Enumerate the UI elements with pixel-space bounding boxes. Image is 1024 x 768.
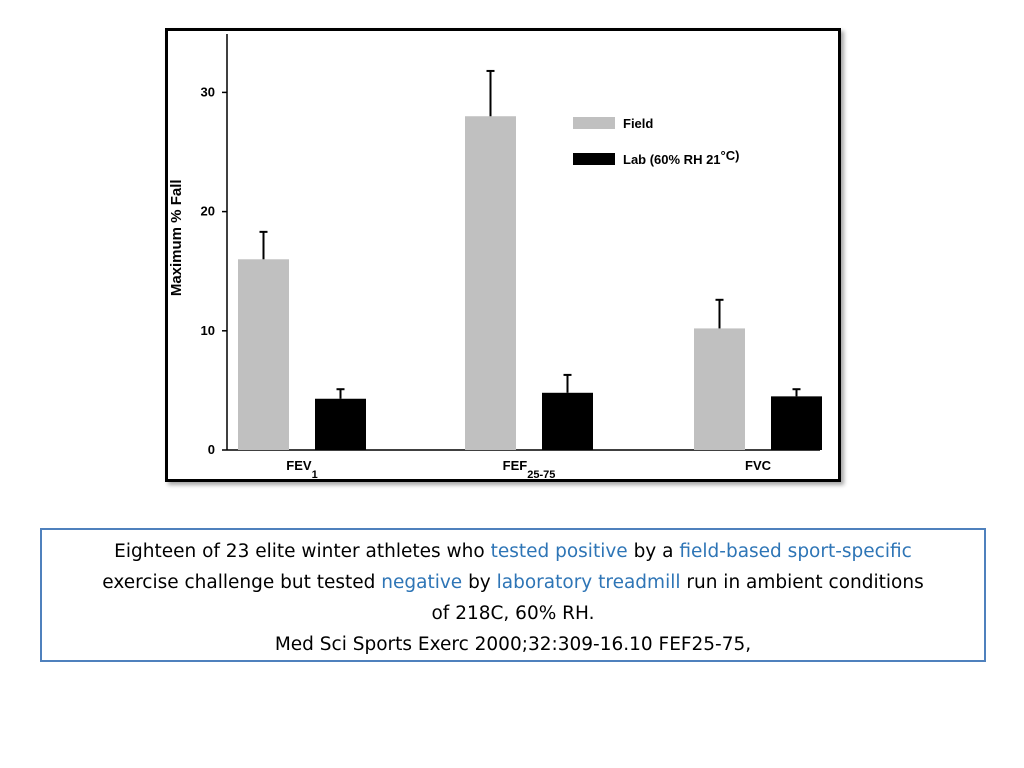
legend-label-lab: Lab (60% RH 21°C) bbox=[623, 148, 739, 167]
y-tick-label: 30 bbox=[201, 84, 215, 99]
caption-highlight-tested-positive: tested positive bbox=[490, 541, 628, 562]
y-axis-title: Maximum % Fall bbox=[168, 179, 185, 296]
bar-field-0 bbox=[238, 259, 289, 450]
caption-highlight-field-based: field-based sport-specific bbox=[679, 541, 912, 562]
caption-highlight-negative: negative bbox=[381, 572, 463, 593]
legend-label-field: Field bbox=[623, 116, 653, 131]
caption-text: Eighteen of 23 elite winter athletes who bbox=[114, 541, 491, 562]
y-tick-label: 0 bbox=[208, 442, 215, 457]
caption-line-3: of 218C, 60% RH. bbox=[431, 603, 595, 624]
bar-lab-2 bbox=[771, 396, 822, 450]
bar-lab-0 bbox=[315, 398, 366, 450]
x-tick-label: FEF25-75 bbox=[503, 458, 556, 481]
caption-line-2: exercise challenge but tested negative b… bbox=[42, 567, 984, 598]
bar-field-1 bbox=[465, 116, 516, 451]
y-tick-label: 20 bbox=[201, 204, 215, 219]
caption-citation: Med Sci Sports Exerc 2000;32:309-16.10 F… bbox=[274, 634, 752, 655]
chart-frame: 0 10 20 30 Maximum % Fall FEV1 FEF25-75 FVC Fiel… bbox=[165, 28, 841, 482]
bar-lab-1 bbox=[542, 392, 593, 450]
caption-text: exercise challenge but tested bbox=[102, 572, 382, 593]
x-tick-label: FEV1 bbox=[286, 458, 317, 481]
legend-swatch-lab bbox=[573, 153, 615, 165]
caption-text: by a bbox=[627, 541, 680, 562]
caption-box: Eighteen of 23 elite winter athletes who… bbox=[40, 528, 986, 662]
caption-line-1: Eighteen of 23 elite winter athletes who… bbox=[42, 536, 984, 567]
y-tick-label: 10 bbox=[201, 323, 215, 338]
bar-field-2 bbox=[694, 328, 745, 450]
caption-text: run in ambient conditions bbox=[680, 572, 924, 593]
legend-swatch-field bbox=[573, 117, 615, 129]
bar-chart: 0 10 20 30 Maximum % Fall FEV1 FEF25-75 FVC Fiel… bbox=[168, 34, 822, 481]
x-tick-label: FVC bbox=[745, 458, 772, 473]
caption-text: by bbox=[462, 572, 497, 593]
caption-highlight-laboratory-treadmill: laboratory treadmill bbox=[496, 572, 681, 593]
